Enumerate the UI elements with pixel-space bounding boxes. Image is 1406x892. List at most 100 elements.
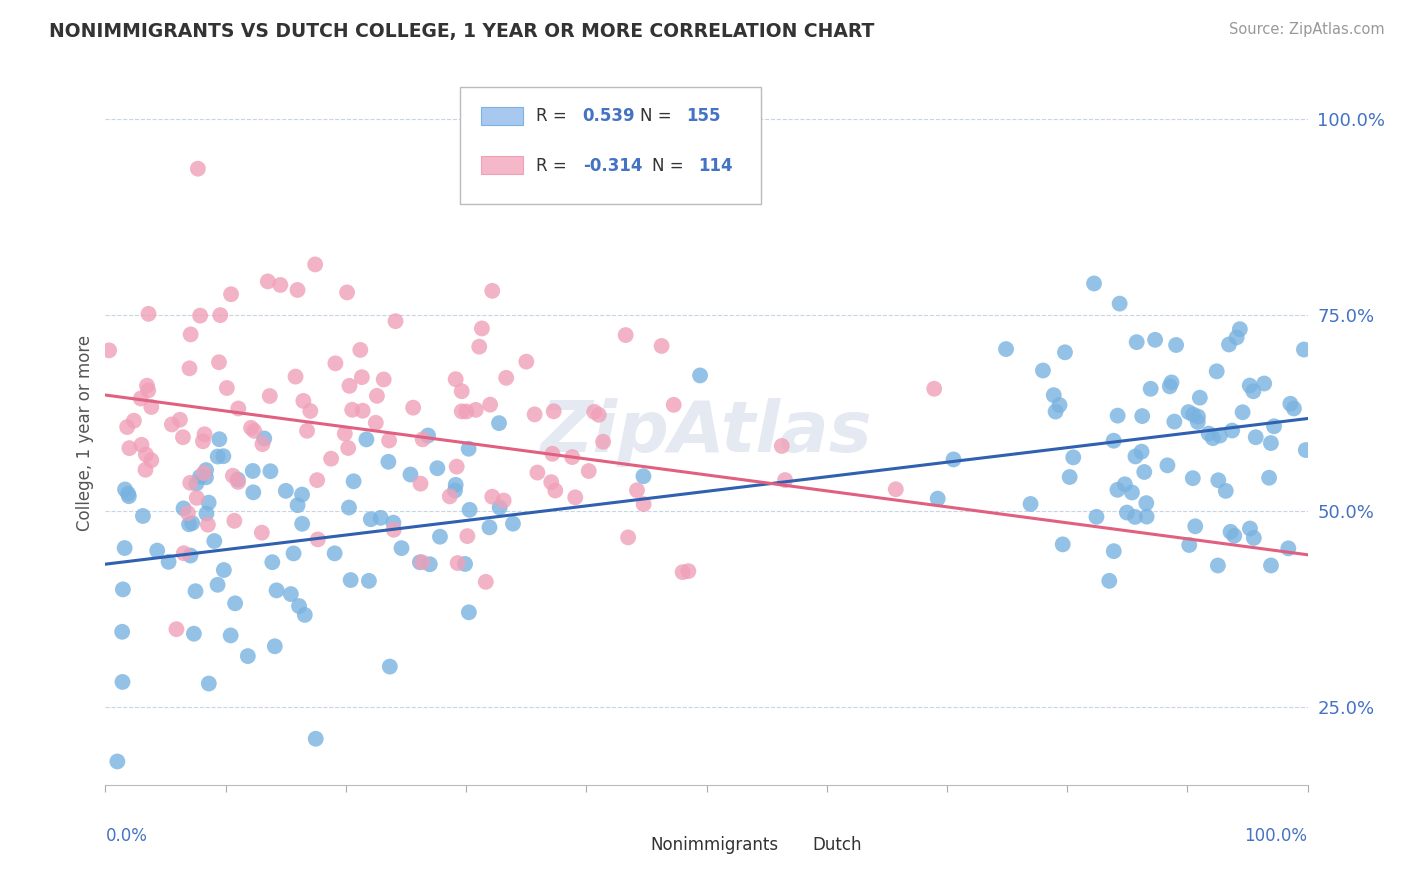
Point bbox=[240, 421, 263, 435]
Point bbox=[219, 628, 242, 642]
Point bbox=[773, 473, 796, 487]
Point bbox=[464, 402, 486, 417]
Point bbox=[146, 543, 169, 558]
Point bbox=[1156, 458, 1178, 473]
Point bbox=[1108, 296, 1130, 310]
Point bbox=[352, 403, 374, 417]
Point bbox=[188, 309, 211, 323]
Point bbox=[188, 469, 211, 483]
Point bbox=[333, 426, 356, 441]
Point bbox=[118, 489, 141, 503]
Point bbox=[1218, 337, 1240, 351]
Point bbox=[105, 755, 128, 769]
Point bbox=[183, 626, 205, 640]
Point bbox=[382, 523, 405, 537]
Point bbox=[633, 497, 655, 511]
Point bbox=[226, 401, 249, 416]
Point bbox=[295, 424, 318, 438]
Point bbox=[1226, 330, 1249, 344]
Point bbox=[1198, 426, 1220, 441]
Point bbox=[169, 413, 191, 427]
Point bbox=[114, 541, 136, 555]
Point bbox=[1188, 391, 1211, 405]
Point bbox=[450, 384, 472, 399]
Point bbox=[226, 475, 249, 489]
Point bbox=[274, 483, 297, 498]
Point bbox=[1232, 405, 1254, 419]
Point bbox=[1258, 471, 1281, 485]
Point bbox=[409, 476, 432, 491]
Point bbox=[1102, 434, 1125, 448]
Point bbox=[195, 507, 218, 521]
Point bbox=[457, 605, 479, 619]
Point bbox=[626, 483, 648, 498]
Point bbox=[1083, 277, 1105, 291]
Point bbox=[1277, 541, 1299, 556]
Point bbox=[391, 541, 413, 555]
Point bbox=[224, 514, 246, 528]
Point bbox=[479, 398, 502, 412]
Point bbox=[131, 438, 153, 452]
Point bbox=[471, 321, 494, 335]
Point bbox=[409, 555, 432, 569]
Point bbox=[222, 468, 245, 483]
Point bbox=[1133, 465, 1156, 479]
Point bbox=[378, 659, 401, 673]
Point bbox=[366, 389, 388, 403]
Point bbox=[342, 475, 364, 489]
Point bbox=[444, 483, 467, 498]
Point bbox=[1208, 473, 1230, 487]
Point bbox=[136, 384, 159, 398]
Point bbox=[426, 461, 449, 475]
Point bbox=[1229, 322, 1251, 336]
Point bbox=[180, 327, 202, 342]
Point bbox=[1263, 419, 1285, 434]
FancyBboxPatch shape bbox=[460, 87, 761, 203]
Point bbox=[1062, 450, 1084, 465]
Point bbox=[98, 343, 121, 358]
Point bbox=[111, 675, 134, 690]
Point bbox=[1181, 471, 1204, 485]
Point bbox=[429, 530, 451, 544]
Point bbox=[995, 342, 1018, 356]
Point bbox=[495, 371, 517, 385]
Point bbox=[481, 490, 503, 504]
Point bbox=[307, 533, 329, 547]
Point bbox=[1019, 497, 1042, 511]
Point bbox=[349, 343, 371, 357]
Point bbox=[1182, 408, 1205, 422]
Point bbox=[1114, 477, 1136, 491]
Point bbox=[215, 381, 238, 395]
Point bbox=[1187, 415, 1209, 429]
Point bbox=[1295, 443, 1317, 458]
Point bbox=[488, 416, 510, 430]
Point bbox=[678, 564, 700, 578]
Point bbox=[399, 467, 422, 482]
Point bbox=[412, 432, 434, 446]
Point bbox=[252, 437, 274, 451]
Point bbox=[1160, 376, 1182, 390]
Point bbox=[492, 493, 515, 508]
Text: Dutch: Dutch bbox=[813, 836, 862, 854]
Point bbox=[1130, 444, 1153, 458]
Point bbox=[457, 442, 479, 456]
Point bbox=[165, 622, 187, 636]
Point bbox=[250, 525, 273, 540]
Point bbox=[287, 283, 309, 297]
Point bbox=[770, 439, 793, 453]
Point bbox=[307, 473, 329, 487]
Point bbox=[672, 565, 695, 579]
FancyBboxPatch shape bbox=[610, 840, 644, 855]
Point bbox=[1085, 509, 1108, 524]
Point bbox=[456, 529, 478, 543]
Point bbox=[1053, 345, 1076, 359]
Point bbox=[1045, 404, 1067, 418]
Point bbox=[1219, 524, 1241, 539]
Point bbox=[561, 450, 583, 464]
Point bbox=[212, 449, 235, 463]
Text: -0.314: -0.314 bbox=[582, 157, 643, 175]
Point bbox=[488, 500, 510, 515]
Text: 0.539: 0.539 bbox=[582, 107, 636, 125]
Point bbox=[617, 530, 640, 544]
Point bbox=[179, 475, 201, 490]
